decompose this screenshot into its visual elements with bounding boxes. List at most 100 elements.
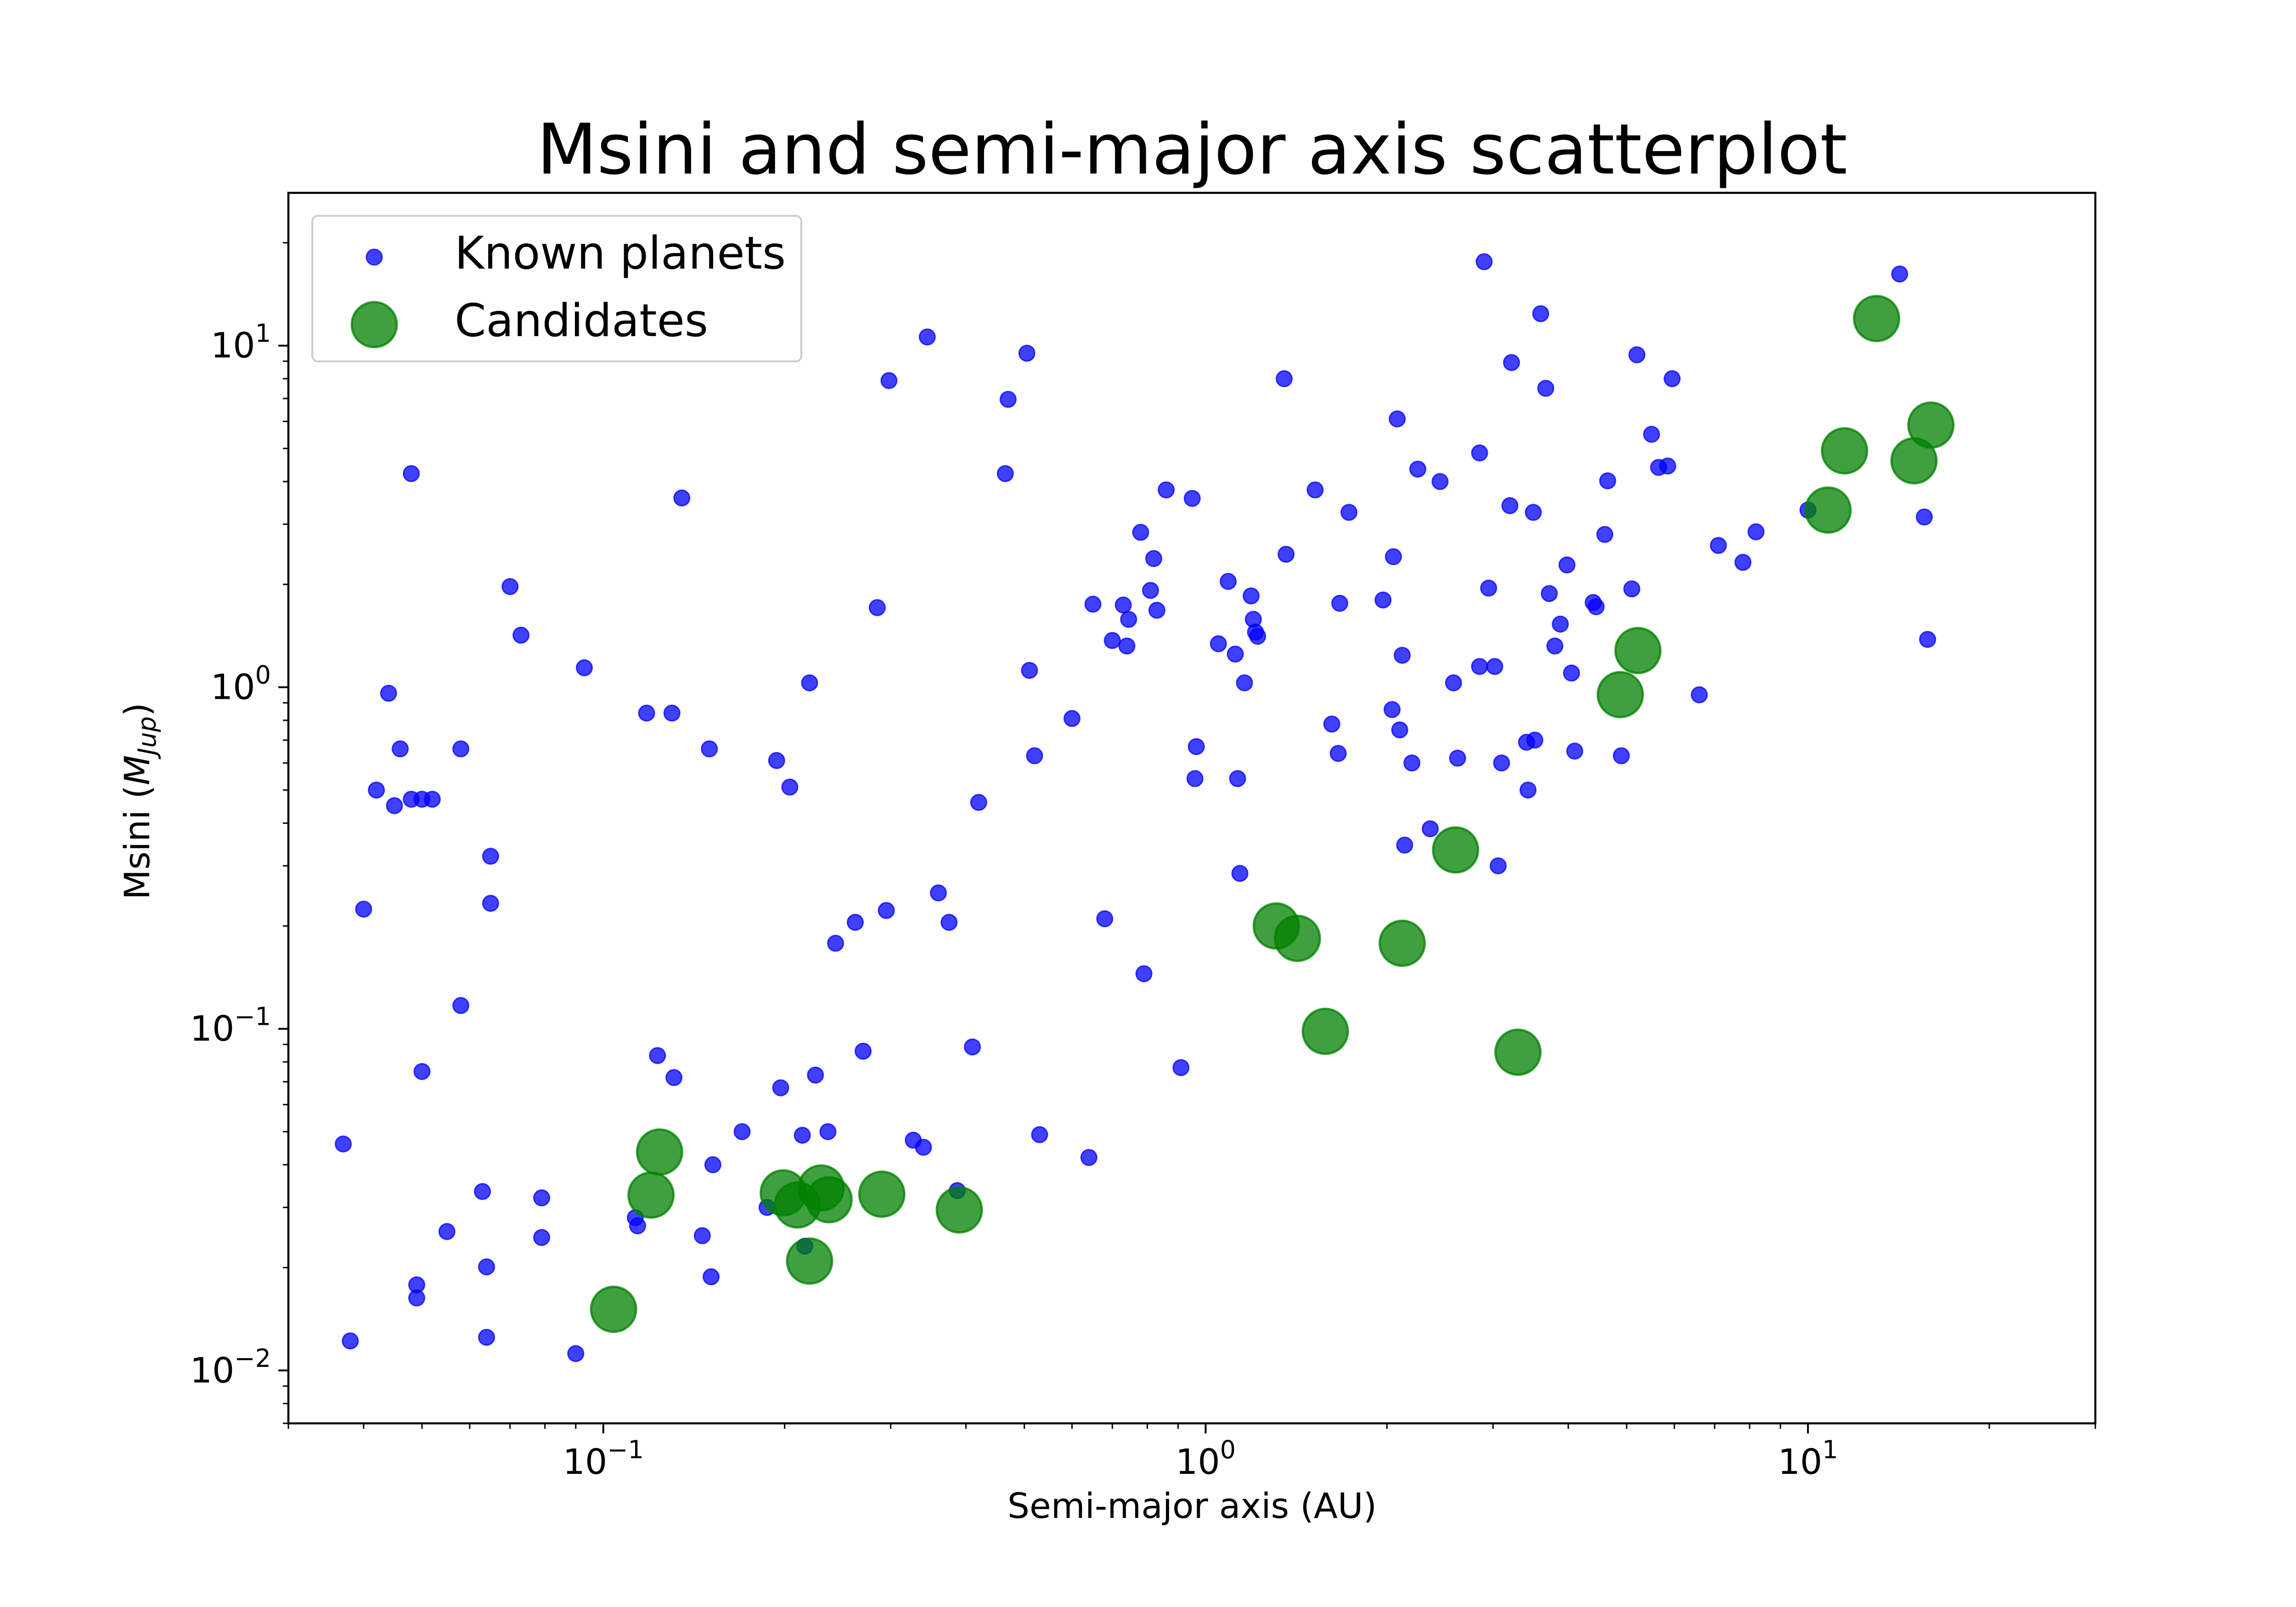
- known-planet-point: [819, 1123, 837, 1141]
- known-planet-point: [1596, 526, 1614, 543]
- known-planet-point: [1080, 1149, 1097, 1166]
- known-planet-point: [768, 752, 785, 769]
- x-tick-label: 101: [1778, 1435, 1838, 1482]
- known-planet-point: [996, 465, 1014, 482]
- known-planet-point: [1145, 550, 1162, 567]
- known-planet-point: [1236, 674, 1253, 691]
- known-planet-point: [1384, 548, 1402, 565]
- candidate-point: [858, 1170, 906, 1218]
- known-planet-point: [1031, 1126, 1048, 1143]
- known-planet-point: [533, 1189, 551, 1207]
- known-planet-point: [1659, 457, 1677, 475]
- known-planet-point: [793, 1127, 811, 1144]
- known-planet-point: [1306, 481, 1324, 499]
- candidate-point: [1907, 401, 1955, 449]
- known-planet-point: [1391, 721, 1408, 739]
- known-planet-point: [665, 1069, 683, 1086]
- known-planet-point: [663, 704, 681, 722]
- known-planet-point: [1710, 537, 1727, 554]
- known-planet-point: [1374, 591, 1392, 609]
- candidate-point: [1432, 826, 1480, 874]
- known-planet-point: [1916, 508, 1933, 526]
- known-planet-point: [1486, 658, 1503, 675]
- y-axis-label-math: M: [117, 755, 158, 786]
- known-planet-point: [1503, 354, 1520, 371]
- y-tick-label: 10−2: [190, 1344, 271, 1391]
- known-planet-point: [1220, 573, 1237, 590]
- known-planet-point: [478, 1258, 495, 1275]
- known-planet-point: [629, 1217, 646, 1235]
- known-planet-point: [1331, 595, 1349, 612]
- known-planet-point: [703, 1268, 720, 1286]
- known-planet-point: [649, 1047, 666, 1064]
- candidate-point: [1379, 919, 1426, 967]
- legend-marker-known-planets: [366, 248, 383, 266]
- known-planet-point: [807, 1067, 824, 1084]
- known-planet-point: [1132, 523, 1149, 541]
- legend: Known planets Candidates: [311, 215, 802, 362]
- known-planet-point: [1084, 596, 1102, 613]
- candidate-point: [935, 1186, 983, 1234]
- known-planet-point: [1096, 910, 1114, 927]
- known-planet-point: [1021, 662, 1038, 679]
- known-planet-point: [1210, 635, 1227, 652]
- y-axis-label: Msini (MJup): [117, 702, 162, 899]
- known-planet-point: [512, 626, 530, 644]
- known-planet-point: [403, 465, 420, 482]
- known-planet-point: [408, 1289, 425, 1307]
- known-planet-point: [1064, 710, 1080, 727]
- known-planet-point: [1599, 472, 1616, 489]
- known-planet-point: [567, 1345, 585, 1362]
- known-planet-point: [964, 1038, 981, 1056]
- x-tick-label: 100: [1176, 1435, 1236, 1482]
- candidate-point: [590, 1286, 637, 1333]
- known-planet-point: [452, 740, 469, 758]
- known-planet-point: [1628, 346, 1646, 364]
- known-planet-point: [673, 489, 691, 507]
- candidate-point: [1597, 671, 1644, 719]
- known-planet-point: [781, 778, 799, 796]
- known-planet-point: [1558, 556, 1576, 573]
- plot-frame: [287, 191, 2097, 1425]
- known-planet-point: [801, 674, 818, 691]
- known-planet-point: [1384, 701, 1401, 718]
- known-planet-point: [1422, 820, 1439, 837]
- known-planet-point: [1172, 1059, 1190, 1076]
- known-planet-point: [701, 740, 718, 758]
- known-planet-point: [1187, 738, 1205, 755]
- known-planet-point: [1490, 857, 1507, 875]
- known-planet-point: [704, 1156, 721, 1174]
- known-planet-point: [1501, 497, 1519, 514]
- known-planet-point: [342, 1332, 359, 1349]
- known-planet-point: [1613, 747, 1630, 764]
- known-planet-point: [1493, 754, 1510, 772]
- known-planet-point: [733, 1123, 751, 1141]
- x-tick-label: 10−1: [563, 1435, 644, 1482]
- known-planet-point: [1243, 587, 1260, 605]
- known-planet-point: [1734, 554, 1752, 571]
- known-planet-point: [380, 685, 397, 702]
- known-planet-point: [847, 914, 864, 931]
- known-planet-point: [1563, 664, 1580, 682]
- known-planet-point: [1158, 481, 1175, 499]
- known-planet-point: [1525, 504, 1542, 521]
- known-planet-point: [423, 791, 441, 808]
- known-planet-point: [930, 884, 947, 902]
- known-planet-point: [1249, 628, 1266, 645]
- y-axis-label-sub: Jup: [133, 716, 162, 759]
- known-planet-point: [1277, 545, 1295, 563]
- known-planet-point: [918, 328, 936, 346]
- known-planet-point: [638, 704, 655, 722]
- y-axis-label-prefix: Msini (: [117, 785, 158, 899]
- known-planet-point: [970, 794, 987, 811]
- known-planet-point: [1566, 742, 1583, 760]
- known-planet-point: [1142, 582, 1159, 599]
- known-planet-point: [1663, 370, 1681, 388]
- known-planet-point: [1186, 770, 1204, 787]
- known-planet-point: [1329, 745, 1347, 762]
- known-planet-point: [1552, 615, 1569, 633]
- known-planet-point: [1537, 380, 1554, 397]
- known-planet-point: [1183, 490, 1201, 507]
- known-planet-point: [1747, 523, 1765, 540]
- known-planet-point: [1340, 504, 1358, 521]
